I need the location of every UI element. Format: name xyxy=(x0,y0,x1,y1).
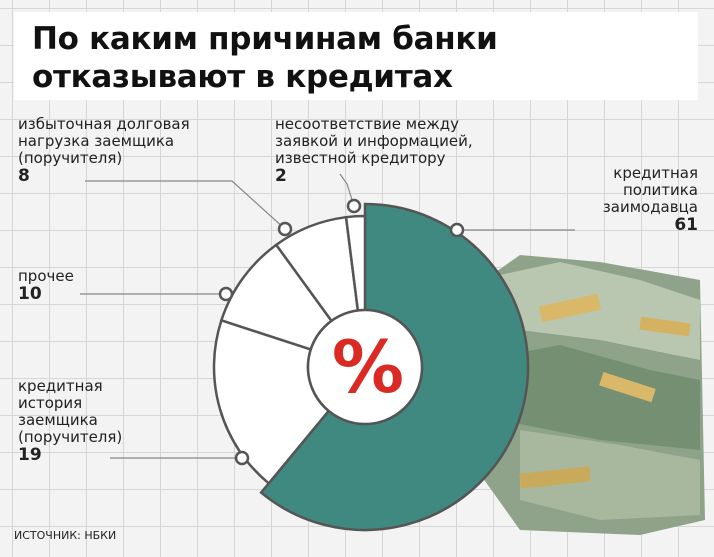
leader-line xyxy=(85,180,286,230)
label-debt-load: избыточная долговая нагрузка заемщика (п… xyxy=(18,115,190,186)
label-credit-history: кредитная история заемщика (поручителя) … xyxy=(18,377,123,465)
donut-hole xyxy=(306,308,424,426)
leader-dot xyxy=(234,450,250,466)
leader-dot xyxy=(218,286,234,302)
money-image xyxy=(470,255,705,535)
percent-symbol: % xyxy=(332,325,404,409)
leader-dot xyxy=(277,221,293,237)
chart-title: По каким причинам банки отказывают в кре… xyxy=(32,21,498,95)
label-other: прочее 10 xyxy=(18,267,74,304)
leader-dot xyxy=(449,222,465,238)
leader-line xyxy=(339,173,355,207)
leader-dot xyxy=(346,198,362,214)
source-note: ИСТОЧНИК: НБКИ xyxy=(14,529,117,542)
title-box xyxy=(14,12,698,100)
label-credit-policy: кредитная политика заимодавца 61 xyxy=(602,164,698,235)
label-mismatch: несоответствие между заявкой и информаци… xyxy=(275,115,473,186)
